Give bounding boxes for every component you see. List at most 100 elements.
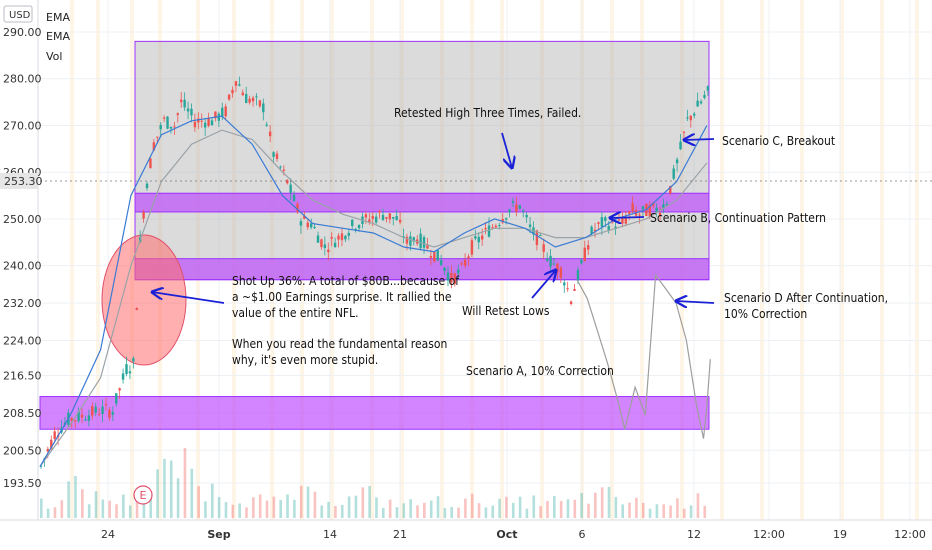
- candle-body: [347, 232, 350, 236]
- volume-bar: [279, 499, 282, 518]
- candle-body: [296, 203, 299, 212]
- candle-body: [159, 125, 162, 130]
- note-reason-line1: When you read the fundamental reason: [232, 337, 447, 351]
- candle-body: [573, 289, 576, 291]
- volume-bar: [662, 504, 666, 518]
- candle-body: [617, 219, 621, 221]
- candle-body: [132, 358, 135, 362]
- volume-bar: [306, 486, 310, 518]
- volume-bar: [176, 478, 180, 518]
- candle-body: [306, 222, 309, 228]
- legend-ema-1[interactable]: EMA: [46, 11, 70, 24]
- candle-body: [173, 126, 176, 128]
- volume-bar: [511, 502, 515, 518]
- candle-body: [484, 227, 487, 230]
- currency-button[interactable]: USD: [9, 10, 31, 21]
- candle-body: [217, 113, 221, 121]
- candle-body: [542, 244, 545, 252]
- candle-body: [197, 118, 200, 123]
- candle-body: [662, 204, 665, 209]
- volume-bar: [190, 468, 194, 518]
- candle-body: [381, 214, 385, 221]
- volume-bar: [74, 475, 77, 518]
- volume-bar: [703, 505, 707, 518]
- ema-fast-line: [39, 115, 708, 467]
- candle-body: [446, 272, 450, 281]
- candle-body: [559, 267, 563, 278]
- volume-bar: [156, 469, 159, 518]
- candle-body: [463, 259, 467, 266]
- candle-body: [457, 269, 460, 274]
- candle-body: [378, 211, 381, 213]
- candle-body: [135, 308, 138, 310]
- arrow-shot-up: [152, 292, 225, 304]
- x-tick-label: 14: [323, 528, 337, 541]
- volume-bar: [361, 487, 365, 518]
- candle-body: [395, 215, 398, 221]
- candle-body: [405, 236, 409, 244]
- candle-body: [648, 205, 651, 217]
- volume-bar: [443, 508, 447, 518]
- candle-body: [665, 204, 669, 206]
- candle-body: [655, 207, 658, 213]
- volume-bar: [245, 507, 248, 518]
- earnings-marker-label[interactable]: E: [140, 489, 147, 502]
- volume-bar: [238, 503, 241, 518]
- candle-body: [436, 250, 439, 261]
- session-stripe: [70, 0, 74, 520]
- candle-body: [631, 203, 634, 212]
- candle-body: [272, 152, 275, 157]
- candle-body: [439, 260, 443, 266]
- time-axis-ticks: 24 Sep 14 21 Oct 6 12 12:00 19 12:00: [101, 528, 926, 541]
- candle-body: [477, 236, 480, 243]
- candle-body: [604, 217, 607, 221]
- session-stripe: [800, 0, 804, 520]
- legend-ema-2[interactable]: EMA: [46, 30, 70, 43]
- x-tick-label: 19: [833, 528, 847, 541]
- candle-body: [108, 409, 111, 418]
- volume-bar: [436, 496, 440, 518]
- candle-body: [200, 120, 203, 122]
- candle-body: [80, 414, 84, 418]
- note-will-retest: Will Retest Lows: [462, 304, 550, 318]
- candle-body: [303, 215, 306, 219]
- candle-body: [686, 117, 689, 119]
- volume-bar: [395, 507, 399, 518]
- earnings-marker[interactable]: [133, 485, 153, 505]
- candle-body: [703, 95, 706, 98]
- x-tick-label: 21: [393, 528, 407, 541]
- candle-body: [552, 263, 556, 265]
- candle-body: [682, 131, 686, 133]
- volume-bar: [546, 501, 549, 518]
- legend-vol[interactable]: Vol: [46, 50, 62, 63]
- volume-bar: [655, 504, 659, 518]
- volume-bar: [696, 493, 700, 518]
- volume-bar: [464, 498, 467, 518]
- volume-bar: [669, 505, 672, 518]
- volume-bar: [142, 497, 146, 518]
- note-scenario-a: Scenario A, 10% Correction: [466, 364, 614, 378]
- volume-bar: [388, 499, 392, 518]
- candle-body: [525, 214, 528, 218]
- currency-button-frame[interactable]: [3, 5, 33, 23]
- candle-body: [587, 245, 590, 250]
- candle-body: [504, 218, 508, 220]
- candle-body: [621, 218, 624, 224]
- candle-body: [556, 263, 559, 273]
- volume-bar: [580, 493, 583, 518]
- note-shot-up-line3: value of the entire NFL.: [232, 306, 359, 320]
- volume-bar: [224, 502, 228, 518]
- y-tick-label: 200.50: [3, 444, 42, 457]
- candle-body: [245, 94, 248, 104]
- candle-body: [142, 212, 145, 219]
- session-stripe: [880, 0, 884, 520]
- candle-body: [549, 255, 552, 267]
- volume-bar: [594, 492, 597, 518]
- candle-body: [597, 222, 600, 224]
- candle-body: [292, 194, 296, 201]
- candle-body: [368, 219, 371, 223]
- candle-body: [176, 113, 179, 115]
- volume-bar: [46, 508, 50, 518]
- candle-body: [593, 229, 597, 232]
